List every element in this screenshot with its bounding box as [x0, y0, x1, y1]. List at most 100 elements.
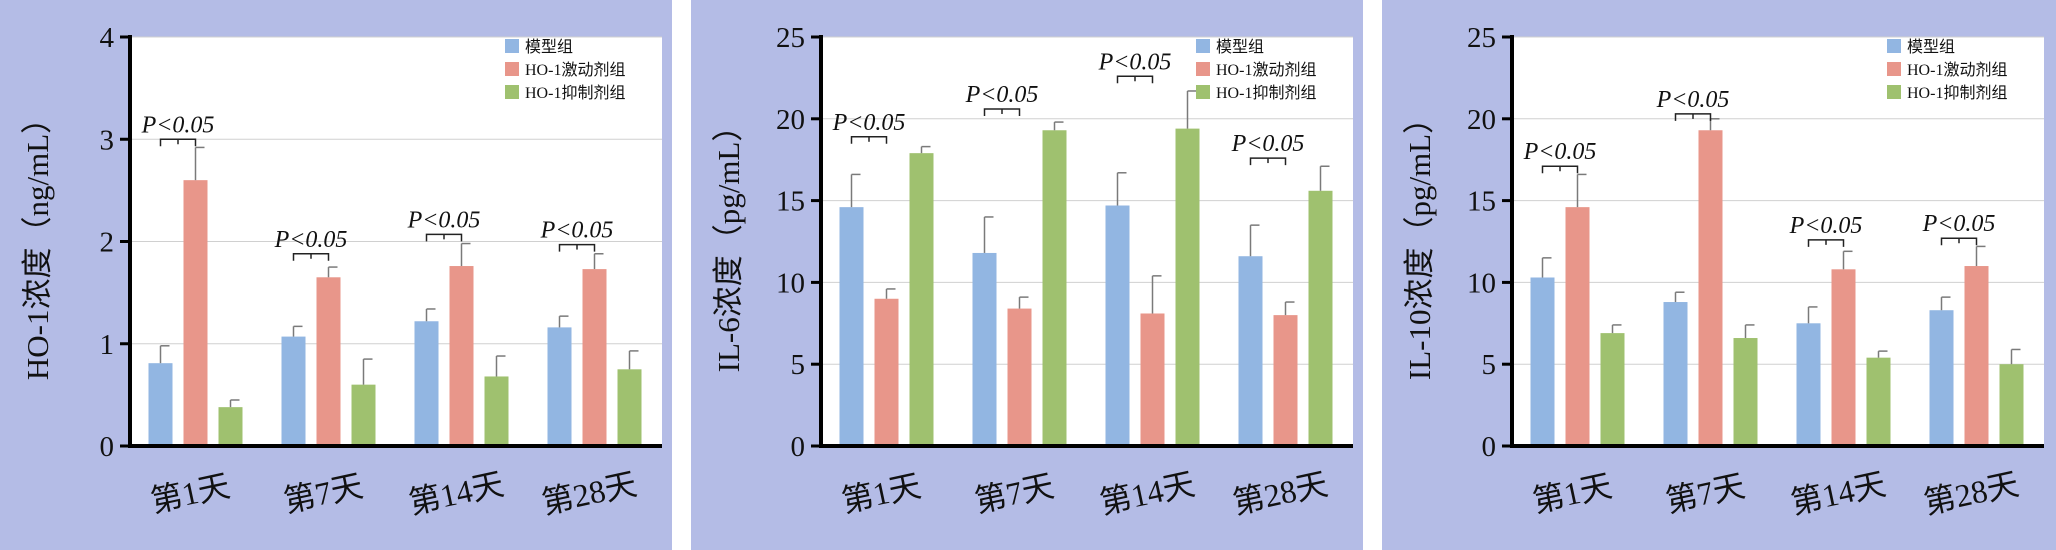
x-tick-label: 第14天: [406, 466, 507, 521]
legend-label: HO-1抑制剂组: [1216, 84, 1316, 102]
bar: [281, 336, 306, 446]
bar: [1733, 338, 1758, 446]
legend-label: 模型组: [525, 38, 573, 56]
x-tick-label: 第1天: [838, 467, 924, 519]
significance-label: P<0.05: [1523, 139, 1597, 165]
bar: [874, 298, 899, 446]
x-tick-label: 第1天: [147, 467, 233, 519]
y-tick-label: 0: [791, 431, 806, 463]
y-tick-label: 10: [1467, 267, 1496, 299]
legend-swatch: [1887, 85, 1901, 99]
y-tick-label: 20: [1467, 104, 1496, 136]
x-tick-label: 第7天: [280, 467, 366, 519]
chart-panel-ho1: 0 1 2 3 4 HO-1浓度（ng/mL） 第1天 第7天 第14天 第28天 P<0.05 P<…: [0, 0, 672, 550]
significance-label: P<0.05: [141, 112, 215, 138]
y-tick-label: 25: [1467, 22, 1496, 54]
bar: [351, 384, 376, 446]
y-tick-label: 15: [1467, 186, 1496, 218]
y-tick-label: 0: [1482, 431, 1497, 463]
bar: [148, 363, 173, 446]
bar: [484, 376, 509, 446]
legend-swatch: [505, 85, 519, 99]
bar: [617, 369, 642, 446]
legend-label: HO-1抑制剂组: [1907, 84, 2007, 102]
significance-label: P<0.05: [1231, 131, 1305, 157]
chart-il10: 0 5 10 15 20 25 IL-10浓度（pg/mL） 第1天 第7天 第14天 第28天 P<…: [1402, 22, 2044, 521]
y-tick-label: 3: [100, 124, 115, 156]
significance-label: P<0.05: [1656, 87, 1730, 113]
x-tick-label: 第28天: [1921, 466, 2022, 521]
bar: [1565, 207, 1590, 446]
bar: [1140, 313, 1165, 446]
y-tick-label: 20: [776, 104, 805, 136]
bar: [1530, 277, 1555, 446]
bar: [449, 266, 474, 446]
bar: [1796, 323, 1821, 446]
bar: [972, 252, 997, 446]
bar: [582, 269, 607, 446]
significance-label: P<0.05: [832, 110, 906, 136]
legend-label: HO-1激动剂组: [1216, 61, 1316, 79]
bar: [1600, 333, 1625, 446]
bar: [1175, 128, 1200, 446]
significance-label: P<0.05: [1098, 49, 1172, 75]
bar: [1831, 269, 1856, 446]
significance-label: P<0.05: [407, 207, 481, 233]
legend-swatch: [1887, 39, 1901, 53]
bar: [183, 180, 208, 446]
significance-label: P<0.05: [1789, 213, 1863, 239]
legend-swatch: [1196, 39, 1210, 53]
x-tick-label: 第7天: [971, 467, 1057, 519]
y-axis-label: IL-6浓度（pg/mL）: [711, 111, 746, 373]
legend-label: 模型组: [1216, 38, 1264, 56]
legend-swatch: [1196, 62, 1210, 76]
legend-label: HO-1激动剂组: [1907, 61, 2007, 79]
bar: [909, 153, 934, 446]
chart-ho1: 0 1 2 3 4 HO-1浓度（ng/mL） 第1天 第7天 第14天 第28天 P<0.05 P<…: [20, 22, 662, 521]
y-tick-label: 1: [100, 329, 115, 361]
y-tick-label: 2: [100, 227, 115, 259]
bar: [414, 321, 439, 446]
y-tick-label: 10: [776, 267, 805, 299]
bar: [1964, 266, 1989, 446]
legend-swatch: [1887, 62, 1901, 76]
y-tick-label: 15: [776, 186, 805, 218]
bar: [1238, 256, 1263, 446]
x-tick-label: 第14天: [1788, 466, 1889, 521]
bar: [1663, 302, 1688, 446]
y-tick-label: 0: [100, 431, 115, 463]
bar: [1929, 310, 1954, 446]
legend-label: HO-1激动剂组: [525, 61, 625, 79]
bar: [1042, 130, 1067, 446]
bar: [1866, 357, 1891, 446]
bar: [316, 277, 341, 446]
legend-swatch: [505, 39, 519, 53]
legend-label: 模型组: [1907, 38, 1955, 56]
legend-swatch: [505, 62, 519, 76]
significance-bracket: [425, 233, 463, 242]
legend-swatch: [1196, 85, 1210, 99]
y-axis-label: IL-10浓度（pg/mL）: [1402, 103, 1437, 380]
x-tick-label: 第28天: [539, 466, 640, 521]
y-axis-label: HO-1浓度（ng/mL）: [20, 103, 55, 380]
bar: [547, 327, 572, 446]
bar: [839, 207, 864, 446]
bar: [1308, 190, 1333, 446]
legend-label: HO-1抑制剂组: [525, 84, 625, 102]
significance-label: P<0.05: [1922, 211, 1996, 237]
significance-label: P<0.05: [274, 227, 348, 253]
y-tick-label: 5: [1482, 349, 1497, 381]
chart-panel-il6: 0 5 10 15 20 25 IL-6浓度（pg/mL） 第1天 第7天 第14天 第28天 P<0…: [691, 0, 1363, 550]
y-tick-label: 25: [776, 22, 805, 54]
chart-il6: 0 5 10 15 20 25 IL-6浓度（pg/mL） 第1天 第7天 第14天 第28天 P<0…: [711, 22, 1353, 521]
x-tick-label: 第7天: [1662, 467, 1748, 519]
chart-panel-il10: 0 5 10 15 20 25 IL-10浓度（pg/mL） 第1天 第7天 第14天 第28天 P<…: [1382, 0, 2056, 550]
significance-label: P<0.05: [965, 82, 1039, 108]
bar: [1698, 130, 1723, 446]
significance-label: P<0.05: [540, 218, 614, 244]
x-tick-label: 第28天: [1230, 466, 1331, 521]
x-tick-label: 第1天: [1529, 467, 1615, 519]
x-tick-label: 第14天: [1097, 466, 1198, 521]
y-tick-label: 5: [791, 349, 806, 381]
bar: [1007, 308, 1032, 446]
